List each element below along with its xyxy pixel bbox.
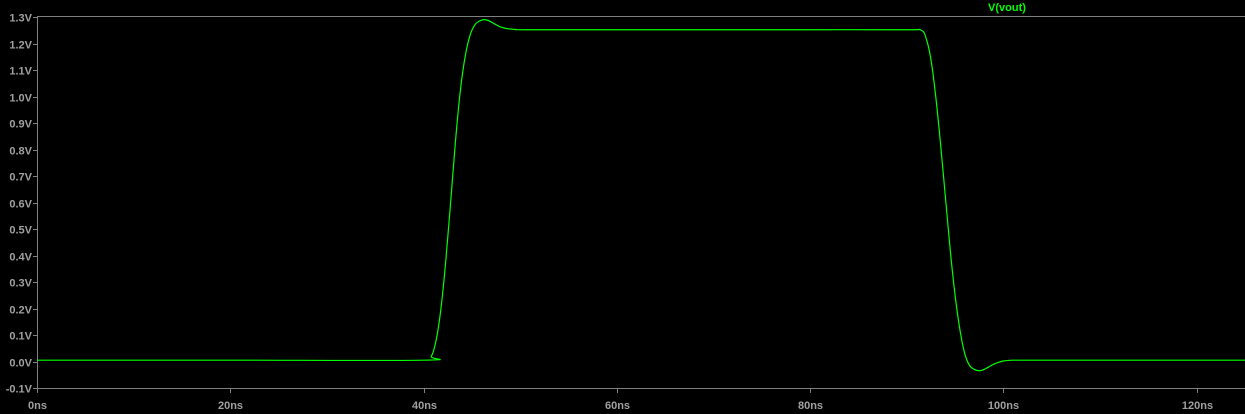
x-tick-label: 80ns: [798, 400, 823, 412]
x-tick-label: 20ns: [218, 400, 243, 412]
y-tick-label: 0.1V: [9, 331, 32, 343]
y-tick-label: 1.0V: [9, 93, 32, 105]
y-tick-label: 0.7V: [9, 172, 32, 184]
y-tick-label: -0.1V: [6, 384, 33, 396]
x-tick-label: 100ns: [988, 400, 1019, 412]
legend: V(vout): [988, 2, 1026, 14]
x-tick-label: 40ns: [412, 400, 437, 412]
trace-vout[interactable]: [36, 19, 1245, 372]
y-tick-label: 0.3V: [9, 278, 32, 290]
tick-marks: [33, 17, 1198, 393]
y-tick-label: 1.2V: [9, 40, 32, 52]
tick-labels: 1.3V 1.2V 1.1V 1.0V 0.9V 0.8V 0.7V 0.6V 0.5V 0.4V…: [6, 13, 1213, 413]
x-tick-label: 0ns: [28, 400, 47, 412]
traces[interactable]: [36, 19, 1245, 372]
y-tick-label: 0.9V: [9, 119, 32, 131]
y-tick-label: 1.1V: [9, 66, 32, 78]
axes: [37, 16, 1245, 389]
y-tick-label: 0.4V: [9, 252, 32, 264]
y-tick-label: 1.3V: [9, 13, 32, 25]
y-tick-label: 0.2V: [9, 305, 32, 317]
y-tick-label: 0.6V: [9, 199, 32, 211]
y-tick-label: 0.8V: [9, 146, 32, 158]
y-tick-label: 0.0V: [9, 358, 32, 370]
y-tick-label: 0.5V: [9, 225, 32, 237]
legend-label-vout[interactable]: V(vout): [988, 2, 1026, 14]
x-tick-label: 60ns: [605, 400, 630, 412]
x-tick-label: 120ns: [1182, 400, 1213, 412]
